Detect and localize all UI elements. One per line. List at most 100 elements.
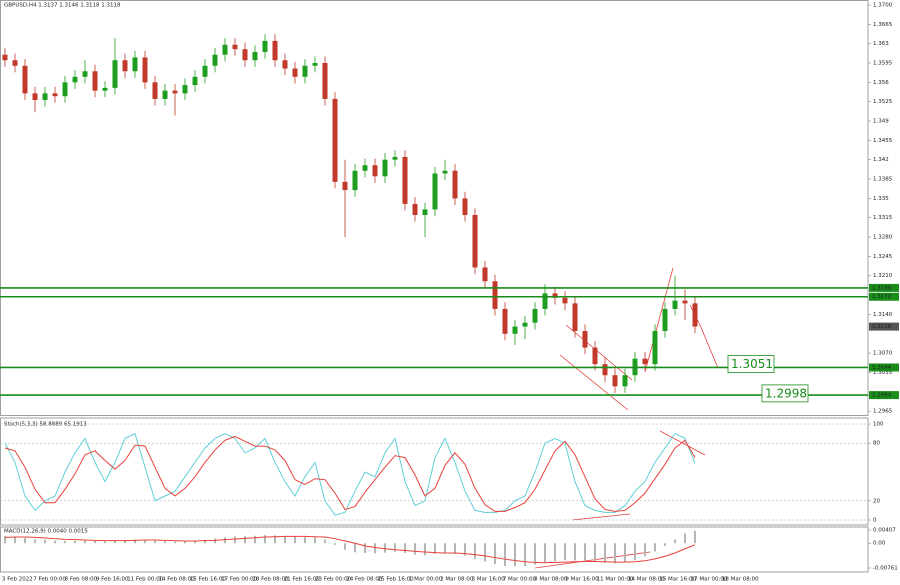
candle-body [602,364,608,376]
macd-bar [104,541,106,544]
trend-line [644,267,674,373]
macd-bar [214,538,216,544]
macd-bar [64,540,66,544]
macd-bar [484,543,486,562]
candle-body [222,44,228,55]
y-tick-label: 0.00407 [873,528,896,534]
candle-body [642,358,648,365]
candle-body [322,62,328,99]
x-tick-label: 25 Feb 16:00 [378,577,415,583]
candle-body [22,65,28,94]
candle-body [412,203,418,215]
macd-title: MACD(12,26,9) 0.0040 0.0015 [4,529,88,535]
y-tick-label: 1.3280 [873,235,893,241]
y-tick-label: 1.3525 [873,99,893,105]
x-tick-label: 8 Feb 08:00 [65,577,98,583]
x-tick-label: 17 Feb 00:00 [221,577,258,583]
candle-body [42,93,48,101]
candle-body [2,54,8,61]
x-tick-label: 14 Mar 08:00 [628,577,665,583]
candle-body [12,60,18,66]
macd-bar [664,543,666,546]
stoch-panel-frame [0,417,869,526]
macd-bar [134,539,136,544]
candle-body [502,308,508,334]
candle-body [592,347,598,365]
candle-body [622,375,628,387]
candle-body [142,57,148,83]
candle-body [252,51,258,61]
candle-body [572,303,578,332]
y-tick-label: 80 [873,441,880,447]
macd-bar [344,543,346,550]
candle-body [302,65,308,77]
candle-body [312,62,318,66]
stoch-line [4,435,696,512]
panel-borders [0,0,869,573]
x-tick-label: 3 Feb 2022 [2,577,33,583]
macd-bar [84,540,86,544]
macd-bar [154,540,156,544]
x-tick-label: 14 Feb 08:00 [159,577,196,583]
macd-bar [634,543,636,561]
candle-body [392,156,398,160]
macd-bar [414,543,416,555]
macd-bar [4,536,6,544]
candle-body [372,165,378,177]
macd-bar [514,543,516,567]
macd-bar [544,543,546,563]
candle-body [462,198,468,215]
candle-body [52,93,58,97]
x-tick-label: 8 Mar 08:00 [534,577,568,583]
x-tick-label: 18 Mar 08:00 [722,577,759,583]
x-tick-label: 15 Feb 16:00 [190,577,227,583]
y-tick-label: 1.3385 [873,177,893,183]
macd-bar [404,543,406,554]
macd-bar [624,543,626,563]
macd-bar [614,543,616,564]
macd-bar [54,540,56,544]
macd-bar [284,536,286,544]
macd-bar [654,543,656,552]
y-tick-label: 1.3245 [873,254,893,260]
candle-body [562,297,568,304]
macd-bar [454,543,456,554]
macd-bar [474,543,476,559]
divergence-line [534,551,651,569]
price-tag-label: 1.3118 [872,324,892,330]
macd-bar [394,543,396,552]
x-tick-label: 3 Mar 16:00 [472,577,506,583]
price-tag [869,322,899,331]
macd-bar [94,540,96,544]
macd-bar [114,540,116,544]
macd-bar [204,539,206,544]
macd-signal-line [4,535,696,564]
candle-body [212,54,218,66]
x-tick-label: 1 Mar 00:00 [409,577,443,583]
candle-body [292,68,298,77]
macd-bar [224,537,226,544]
macd-bar [564,543,566,561]
y-tick-label: 1.3700 [873,2,893,8]
trend-line [565,324,633,381]
y-tick-label: 1.363 [873,41,889,47]
macd-bar [494,543,496,565]
macd-bar [194,540,196,544]
x-tick-label: 21 Feb 16:00 [284,577,321,583]
macd-bar [304,537,306,544]
candle-body [652,331,658,365]
macd-bar [234,536,236,544]
macd-bar [324,539,326,544]
candle-body [242,49,248,61]
x-tick-label: 24 Feb 08:00 [346,577,383,583]
level-tag-label: 1.2994 [872,393,892,399]
candle-body [422,209,428,215]
candle-body [692,303,698,327]
candle-body [482,267,488,282]
main-panel-frame [0,0,869,416]
macd-bar [574,543,576,561]
candle-body [102,87,108,91]
candle-body [272,40,278,61]
y-tick-label: 1.2965 [873,409,893,415]
candle-body [232,44,238,50]
